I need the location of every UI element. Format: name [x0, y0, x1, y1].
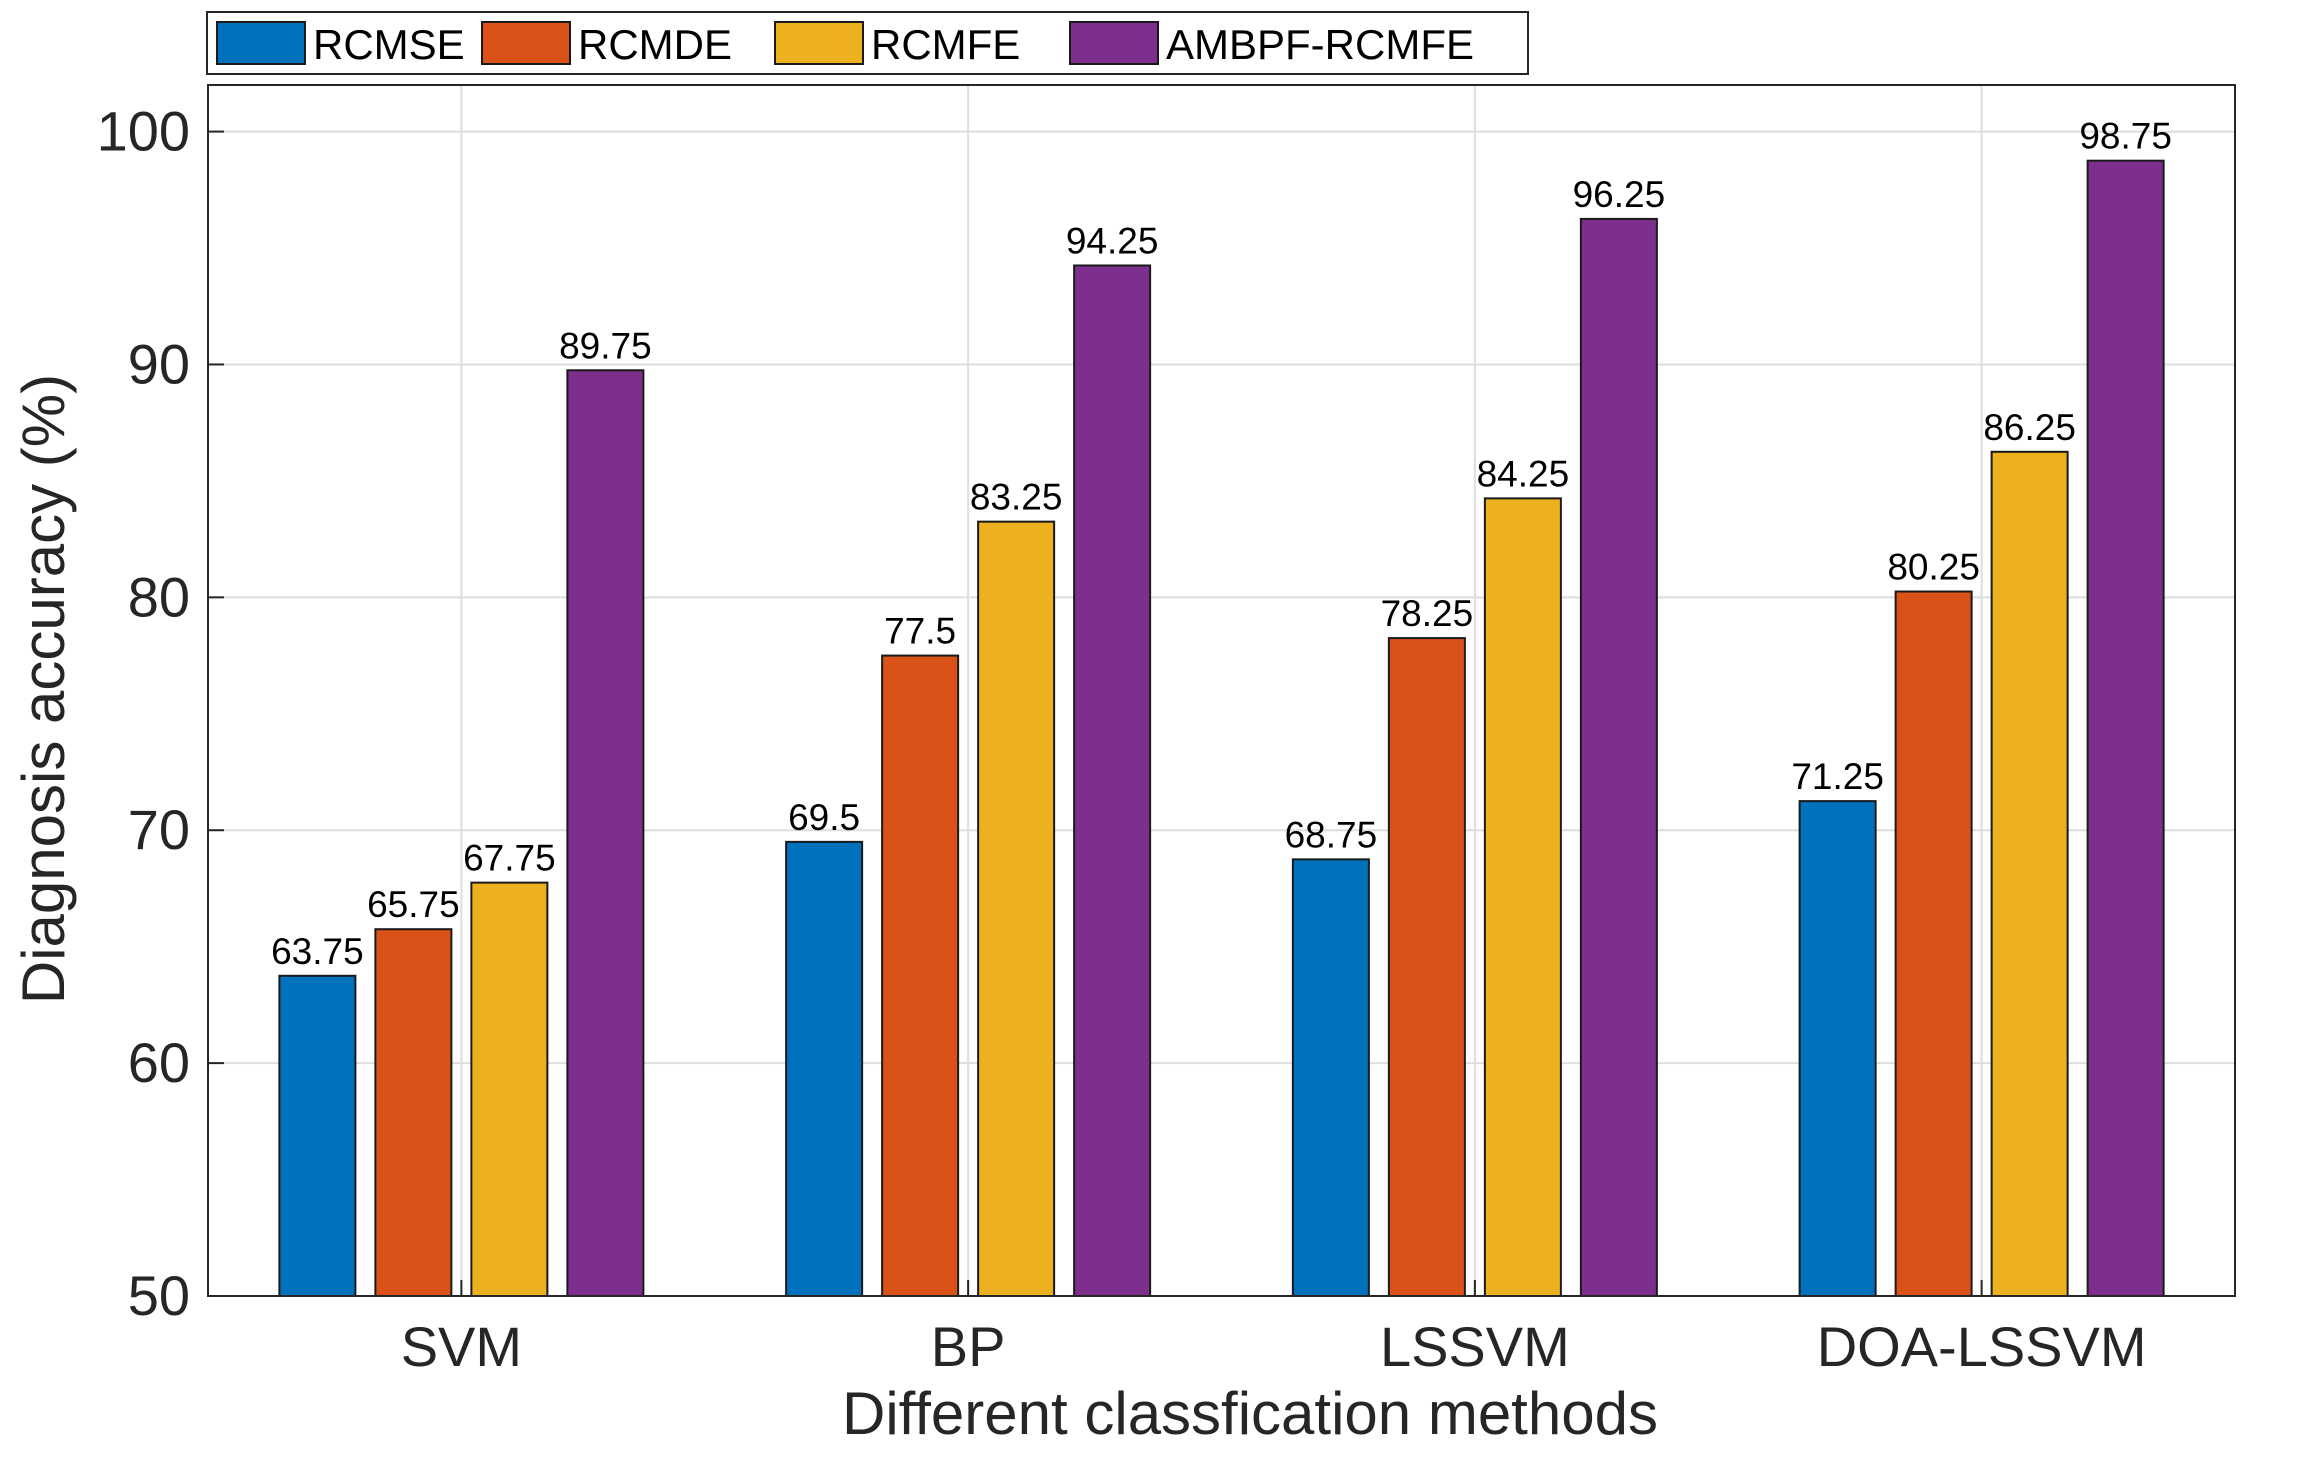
legend-swatch-rcmse — [216, 21, 306, 65]
legend-label-rcmde: RCMDE — [578, 21, 732, 68]
bar-ambpf-rcmfe-lssvm — [1579, 217, 1658, 1297]
axes-frame — [207, 84, 2236, 1297]
legend-swatch-rcmde — [481, 21, 571, 65]
bar-ambpf-rcmfe-doa-lssvm — [2086, 159, 2165, 1297]
bar-rcmde-doa-lssvm — [1894, 590, 1973, 1297]
y-tick-label: 80 — [128, 565, 190, 628]
bar-value-label: 96.25 — [1573, 174, 1666, 215]
bar-ambpf-rcmfe-svm — [566, 369, 645, 1298]
bar-rcmse-svm — [278, 974, 357, 1297]
bar-value-label: 78.25 — [1381, 593, 1474, 634]
bar-rcmfe-svm — [470, 881, 549, 1297]
x-tick-label: SVM — [401, 1315, 522, 1378]
bar-rcmse-bp — [785, 840, 864, 1297]
tick-layer: 50 60 70 80 90 100 SVM BP LSSVM DOA-LSSVM — [97, 100, 2147, 1378]
y-tick-label: 50 — [128, 1264, 190, 1327]
data-label-layer: 63.75 69.5 68.75 71.25 65.75 77.5 78.25 80.25 67… — [271, 116, 2172, 972]
legend-box — [206, 11, 1529, 75]
x-axis-label: Different classfication methods — [842, 1380, 1658, 1447]
bar-rcmse-doa-lssvm — [1798, 800, 1877, 1297]
legend-swatch-rcmfe — [774, 21, 864, 65]
x-tick-label: LSSVM — [1380, 1315, 1570, 1378]
bar-rcmfe-lssvm — [1483, 497, 1562, 1297]
bar-rcmfe-bp — [977, 520, 1056, 1297]
bar-rcmde-bp — [881, 654, 960, 1297]
legend: RCMSE RCMDE RCMFE AMBPF-RCMFE — [206, 11, 1529, 75]
bar-rcmse-lssvm — [1291, 858, 1370, 1298]
legend-label-rcmse: RCMSE — [313, 21, 465, 68]
y-tick-label: 100 — [97, 100, 190, 163]
bar-value-label: 67.75 — [463, 838, 556, 879]
bar-value-label: 94.25 — [1066, 220, 1159, 261]
bar-rcmfe-doa-lssvm — [1990, 450, 2069, 1297]
bar-value-label: 80.25 — [1887, 547, 1980, 588]
bar-rcmde-svm — [374, 928, 453, 1297]
axes-box — [207, 84, 2236, 1297]
bar-value-label: 83.25 — [970, 477, 1063, 518]
x-tick-label: BP — [931, 1315, 1006, 1378]
bar-value-label: 68.75 — [1285, 814, 1378, 855]
y-axis-label: Diagnosis accuracy (%) — [10, 374, 77, 1004]
bar-value-label: 86.25 — [1983, 407, 2076, 448]
y-tick-label: 70 — [128, 798, 190, 861]
y-tick-label: 60 — [128, 1031, 190, 1094]
bar-value-label: 65.75 — [367, 884, 460, 925]
bar-value-label: 89.75 — [559, 325, 652, 366]
legend-label-ambpf-rcmfe: AMBPF-RCMFE — [1166, 21, 1474, 68]
bar-value-label: 84.25 — [1477, 453, 1570, 494]
legend-label-rcmfe: RCMFE — [871, 21, 1020, 68]
bar-value-label: 69.5 — [788, 797, 860, 838]
bar-value-label: 98.75 — [2079, 116, 2172, 157]
bar-rcmde-lssvm — [1387, 637, 1466, 1297]
x-tick-label: DOA-LSSVM — [1817, 1315, 2147, 1378]
y-tick-label: 90 — [128, 332, 190, 395]
bar-value-label: 63.75 — [271, 931, 364, 972]
bar-value-label: 71.25 — [1791, 756, 1884, 797]
bar-ambpf-rcmfe-bp — [1073, 264, 1152, 1297]
legend-swatch-ambpf-rcmfe — [1069, 21, 1159, 65]
bar-value-label: 77.5 — [884, 611, 956, 652]
